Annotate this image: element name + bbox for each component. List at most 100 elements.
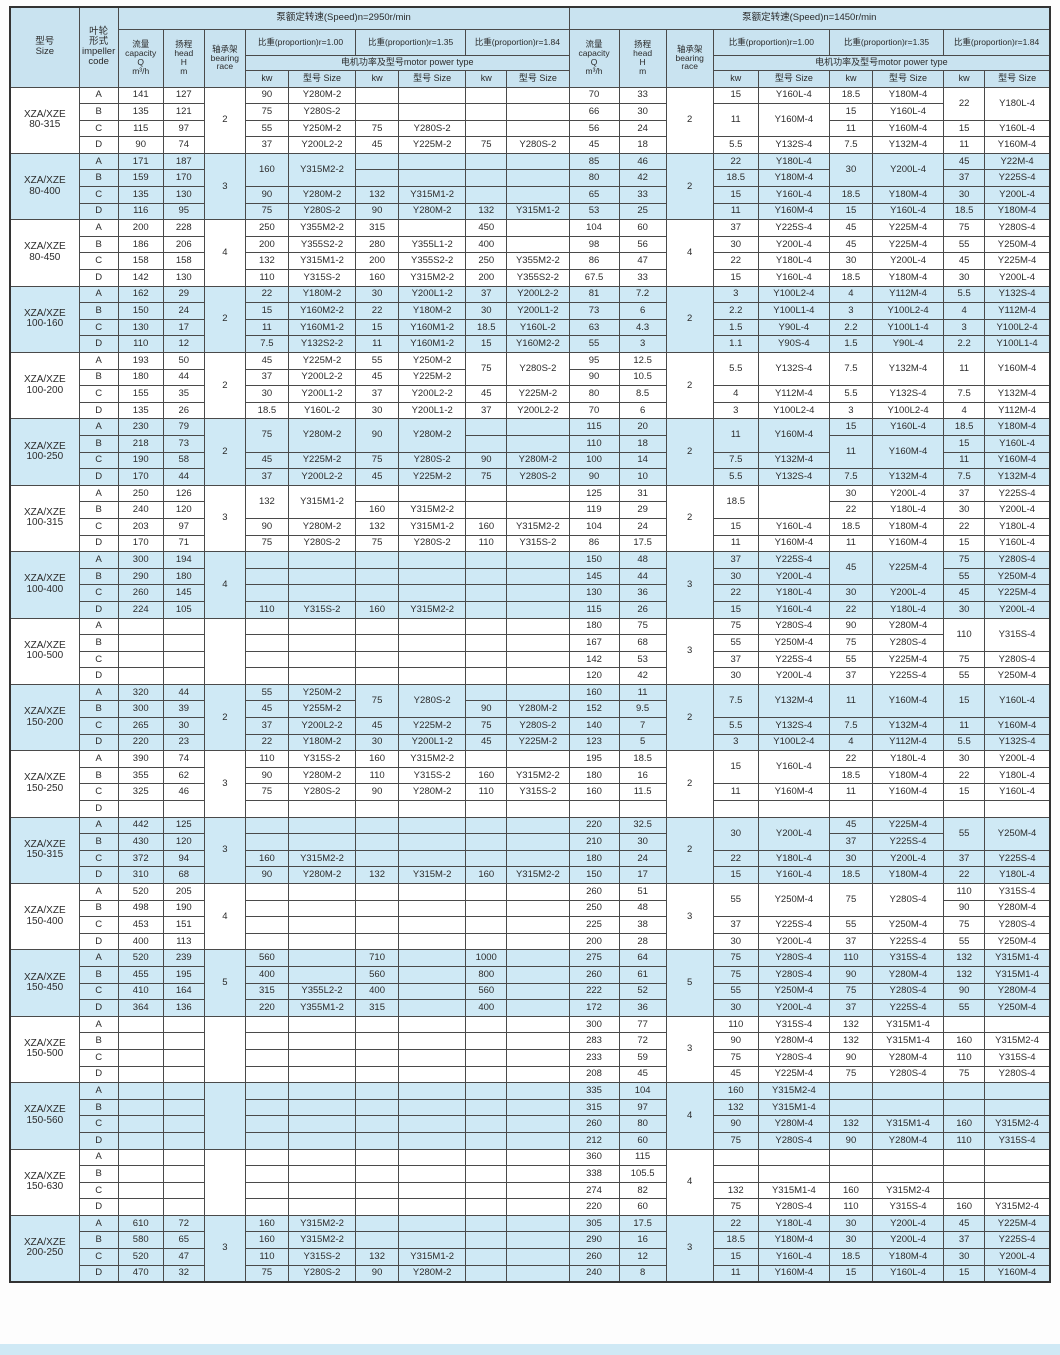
data-cell: 315 <box>355 999 400 1017</box>
data-cell <box>203 1015 246 1084</box>
data-cell: 18.5 <box>828 866 873 884</box>
data-cell <box>398 1032 467 1050</box>
data-cell: Y160L-4 <box>757 866 830 884</box>
data-cell <box>506 219 570 237</box>
data-cell <box>398 650 467 669</box>
data-cell: Y180M-4 <box>871 269 945 287</box>
data-cell <box>506 617 570 636</box>
data-cell <box>117 1181 164 1200</box>
data-cell <box>117 667 164 685</box>
data-cell: Y160M-4 <box>757 1264 830 1283</box>
data-cell: C <box>78 717 119 735</box>
data-cell: Y160L-4 <box>871 418 945 436</box>
data-cell: 55 <box>943 567 986 586</box>
data-cell: Y280S-2 <box>287 103 357 121</box>
data-cell: 152 <box>568 700 620 719</box>
data-cell: Y132S-4 <box>984 285 1051 304</box>
data-cell: Y132M-4 <box>984 385 1051 403</box>
data-cell: 58 <box>162 451 205 470</box>
data-cell: Y200L1-2 <box>506 302 570 320</box>
data-cell: 3 <box>712 733 759 752</box>
data-cell: 15 <box>943 434 986 453</box>
data-cell: 2.2 <box>828 318 873 337</box>
data-cell: D <box>78 999 119 1017</box>
data-cell <box>465 833 508 851</box>
data-cell: C <box>78 982 119 1001</box>
data-cell: 68 <box>618 634 667 652</box>
data-cell: 37 <box>244 368 289 387</box>
data-cell: Y250M-4 <box>984 235 1051 254</box>
data-cell: 11 <box>828 683 873 719</box>
data-cell: 37 <box>712 650 759 669</box>
motor-power-header: 电机功率及型号motor power type <box>712 54 1051 71</box>
data-cell: Y100L1-4 <box>871 318 945 337</box>
data-cell: 11 <box>355 335 400 353</box>
data-cell: 300 <box>117 700 164 719</box>
data-cell: Y315S-4 <box>871 1198 945 1216</box>
data-row: B 240 120 160 Y315M2-2 119 29 22 Y180L-4 30 Y200L-… <box>10 501 1051 519</box>
data-cell: Y225M-4 <box>984 1214 1051 1233</box>
data-cell: 160 <box>465 517 508 536</box>
data-row: XZA/XZE 150-450 A 520 239 5 560 710 1000 275 64 5 7… <box>9 949 1051 1017</box>
data-cell: 16 <box>618 766 667 785</box>
data-cell: 45 <box>943 252 986 271</box>
data-row: B 135 121 75 Y280S-2 66 30 11 Y160M-4 15 Y160L-4 <box>10 103 1050 138</box>
data-cell <box>465 584 508 602</box>
data-cell: 200 <box>244 235 289 254</box>
data-cell <box>871 1148 945 1167</box>
data-cell: 170 <box>117 534 164 553</box>
data-cell: Y280M-2 <box>287 517 357 536</box>
data-cell: Y90L-4 <box>871 335 945 353</box>
data-cell: 2 <box>665 750 714 818</box>
data-cell <box>398 1181 467 1200</box>
data-cell: 132 <box>828 1015 873 1034</box>
data-cell: 372 <box>117 849 164 868</box>
data-cell: Y180M-4 <box>984 202 1051 221</box>
data-cell <box>244 634 289 652</box>
data-cell: Y315M2-2 <box>398 501 467 519</box>
data-cell: 30 <box>618 103 667 121</box>
data-cell: B <box>78 965 119 984</box>
data-row: XZA/XZE 100-500 A 180 75 3 75 Y280S-4 90 Y280M-4… <box>9 617 1051 685</box>
data-cell: 4 <box>828 285 873 304</box>
data-cell: 90 <box>355 418 400 453</box>
data-cell: Y315M1-2 <box>398 1248 467 1266</box>
data-cell <box>355 816 400 835</box>
data-cell: Y315S-2 <box>506 783 570 802</box>
data-cell: Y280M-2 <box>287 86 357 105</box>
data-row: C 453 151 225 38 37 Y225S-4 55 Y250M-4 75 Y280S-4 <box>10 916 1051 934</box>
bearing-race-header: 轴承架 bearing race <box>203 28 246 88</box>
data-cell: 18.5 <box>828 766 873 785</box>
data-cell: Y355S2-2 <box>506 269 570 287</box>
data-cell: 158 <box>117 252 164 271</box>
data-cell: 4 <box>828 733 873 752</box>
data-cell: 75 <box>828 882 873 918</box>
data-cell: 47 <box>618 252 667 271</box>
data-cell: Y250M-2 <box>287 683 357 702</box>
data-cell <box>506 567 570 586</box>
data-cell: 18.5 <box>828 86 873 105</box>
data-cell: 11 <box>712 534 759 553</box>
model: XZA/XZE 150-200 <box>9 683 80 752</box>
data-row: XZA/XZE 80-450 A 200 228 4 250 Y355M2-2 315 450 1… <box>9 219 1051 287</box>
data-row: B 355 62 90 Y280M-2 110 Y315S-2 160 Y315M2-2 180 1… <box>10 766 1051 785</box>
data-cell: C <box>78 517 119 536</box>
data-cell: 104 <box>618 1082 667 1100</box>
data-row: B 455 195 400 560 800 260 61 75 Y280S-4 90 Y280M-4 1… <box>10 965 1051 984</box>
data-cell: Y250M-4 <box>757 882 830 918</box>
data-cell: 24 <box>618 517 667 536</box>
data-cell <box>398 634 467 652</box>
spec-table-body: XZA/XZE 80-315 A 141 127 2 90 Y280M-2 70 33 2 15 Y1… <box>9 86 1051 1283</box>
data-cell <box>506 103 570 121</box>
data-cell: D <box>78 1198 119 1216</box>
data-cell <box>465 1098 508 1117</box>
data-cell: Y280M-2 <box>398 1264 467 1283</box>
data-row: D 364 136 220 Y355M1-2 315 400 172 36 30 Y200L-4 37… <box>10 999 1051 1017</box>
data-cell: 75 <box>828 982 873 1001</box>
data-cell: 7.5 <box>828 717 873 735</box>
data-cell: Y315M2-2 <box>506 866 570 884</box>
data-cell: 90 <box>355 1264 400 1283</box>
data-cell: 110 <box>244 600 289 619</box>
data-cell: 50 <box>162 352 205 370</box>
data-cell: 132 <box>712 1098 759 1117</box>
